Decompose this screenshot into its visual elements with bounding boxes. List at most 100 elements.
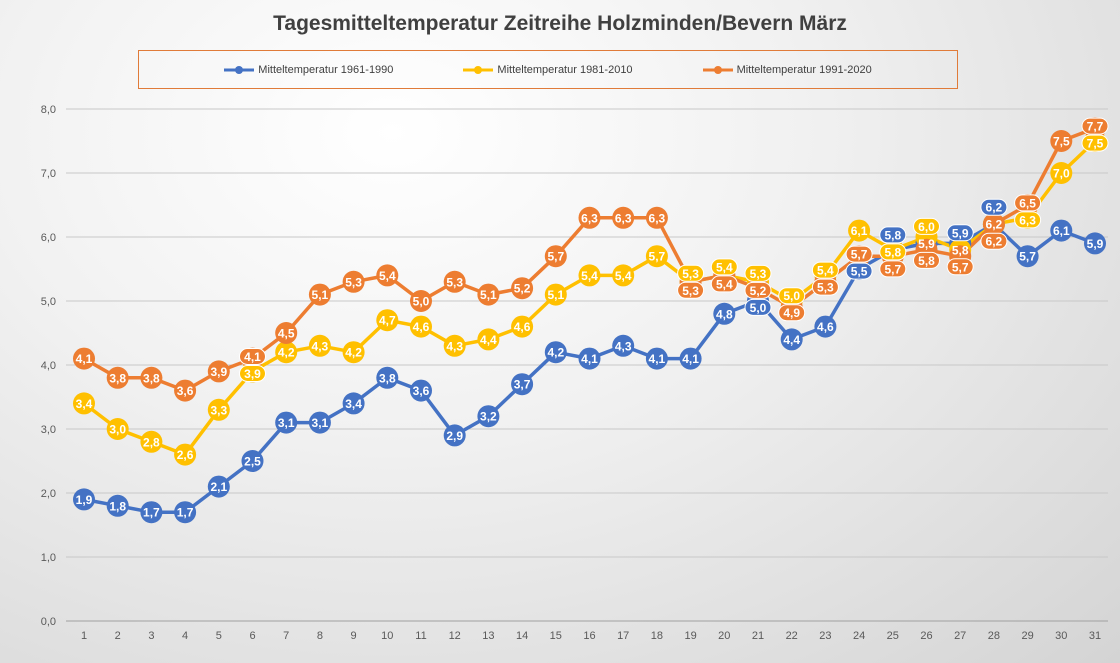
data-label: 1,7 (143, 506, 160, 520)
data-label-background (980, 198, 1008, 216)
data-point (410, 379, 432, 402)
data-label: 2,5 (244, 455, 261, 469)
data-point (848, 219, 871, 242)
data-label-background (879, 260, 907, 278)
data-label: 7,7 (1087, 120, 1104, 134)
data-point (511, 373, 534, 396)
x-tick-label: 4 (182, 630, 188, 642)
x-tick-label: 14 (516, 630, 528, 642)
data-label: 3,9 (210, 365, 227, 379)
data-label-background (845, 262, 873, 280)
data-label: 5,7 (884, 262, 901, 276)
data-label: 5,4 (581, 269, 598, 283)
data-point (410, 315, 432, 338)
data-point (780, 328, 803, 351)
data-label-background (710, 258, 738, 276)
x-tick-label: 30 (1055, 630, 1067, 642)
data-point (174, 443, 197, 466)
data-point (645, 206, 668, 229)
y-tick-label: 2,0 (41, 488, 56, 500)
data-label: 5,8 (884, 245, 901, 259)
x-tick-label: 17 (617, 630, 629, 642)
data-label-background (1081, 134, 1109, 152)
x-tick-label: 22 (786, 630, 798, 642)
data-label: 4,1 (76, 352, 93, 366)
data-label: 6,1 (851, 224, 868, 238)
data-label-background (980, 232, 1008, 250)
data-point (140, 501, 163, 524)
data-point (140, 366, 163, 389)
data-label: 3,6 (177, 384, 194, 398)
data-label: 5,0 (413, 295, 430, 309)
y-tick-label: 7,0 (41, 168, 56, 180)
data-label: 5,4 (615, 269, 632, 283)
legend-label: Mitteltemperatur 1991-2020 (736, 63, 872, 76)
legend-entry: Mitteltemperatur 1981-2010 (463, 63, 633, 76)
data-point (140, 430, 163, 453)
x-tick-label: 2 (115, 630, 121, 642)
data-point (308, 334, 331, 357)
data-label: 4,9 (783, 306, 800, 320)
data-point (106, 366, 129, 389)
data-label: 3,8 (379, 371, 396, 385)
data-label: 5,9 (1087, 237, 1104, 251)
data-point (73, 392, 95, 415)
data-label: 6,3 (1019, 213, 1036, 227)
data-point (544, 283, 567, 306)
data-label: 5,9 (918, 237, 935, 251)
data-point (814, 315, 837, 338)
data-label: 4,1 (581, 352, 598, 366)
data-label: 3,8 (109, 371, 126, 385)
y-tick-label: 0,0 (41, 616, 56, 628)
data-point (511, 277, 534, 300)
x-tick-label: 24 (853, 630, 865, 642)
data-label: 2,6 (177, 448, 194, 462)
data-label: 5,1 (480, 288, 497, 302)
y-tick-label: 3,0 (41, 424, 56, 436)
x-tick-label: 15 (550, 630, 562, 642)
data-label: 5,4 (716, 260, 733, 274)
y-tick-label: 6,0 (41, 232, 56, 244)
x-tick-label: 16 (583, 630, 595, 642)
data-label: 5,4 (716, 277, 733, 291)
legend: Mitteltemperatur 1961-1990 Mitteltempera… (138, 50, 958, 89)
data-label: 4,6 (514, 320, 531, 334)
data-point (982, 213, 1005, 236)
data-label-background (710, 275, 738, 293)
data-label: 6,2 (986, 218, 1003, 232)
data-label: 3,3 (210, 403, 227, 417)
data-point (443, 270, 466, 293)
data-label-background (744, 281, 772, 299)
data-label-background (913, 217, 940, 235)
data-label: 5,0 (750, 301, 767, 315)
data-label: 6,3 (615, 211, 632, 225)
data-label-background (778, 304, 806, 322)
data-point (275, 322, 298, 344)
data-label-background (811, 278, 839, 296)
y-tick-label: 1,0 (41, 552, 56, 564)
data-label-background (946, 224, 974, 242)
x-tick-label: 23 (819, 630, 831, 642)
data-label: 3,8 (143, 371, 160, 385)
data-point (443, 424, 466, 447)
data-label: 5,3 (682, 267, 699, 281)
legend-label: Mitteltemperatur 1981-2010 (497, 63, 633, 76)
data-label: 1,8 (109, 499, 126, 513)
data-label: 4,4 (783, 333, 800, 347)
data-label: 4,1 (682, 352, 699, 366)
data-label: 4,6 (817, 320, 834, 334)
data-label: 7,0 (1053, 167, 1070, 181)
data-label: 4,1 (244, 350, 261, 364)
y-tick-label: 8,0 (41, 104, 56, 116)
data-point (645, 245, 668, 268)
data-label: 4,5 (278, 327, 295, 341)
x-tick-label: 19 (684, 630, 696, 642)
legend-marker (702, 65, 733, 74)
data-label: 5,8 (952, 243, 969, 257)
data-point (578, 206, 601, 229)
x-tick-label: 29 (1021, 630, 1033, 642)
data-label-background (744, 298, 772, 316)
data-point (612, 264, 635, 287)
data-label: 6,3 (581, 211, 598, 225)
data-label: 3,1 (312, 416, 329, 430)
